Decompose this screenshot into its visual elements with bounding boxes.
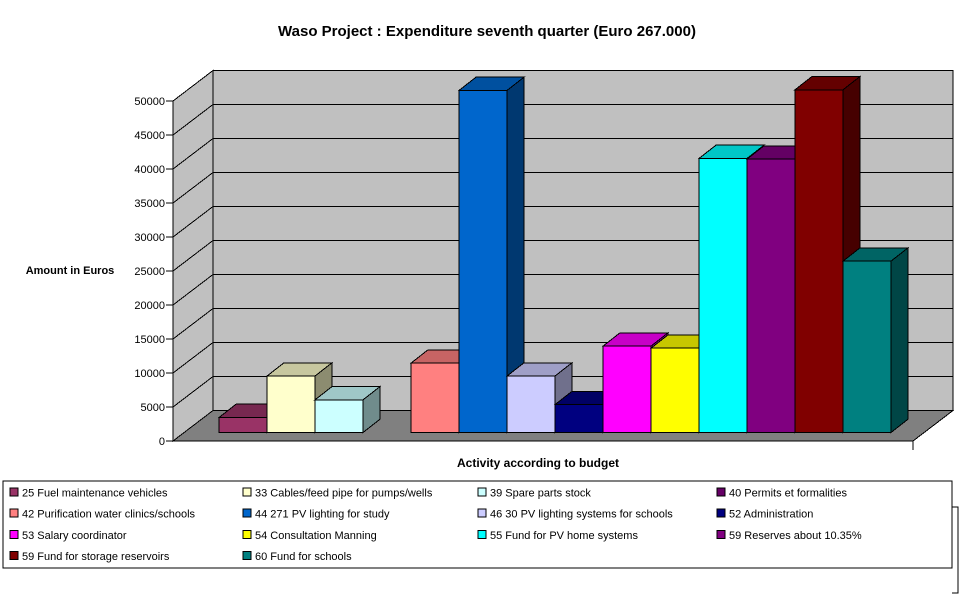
y-axis-title: Amount in Euros (26, 265, 115, 277)
legend-label: 52 Administration (729, 509, 813, 521)
legend-label: 54 Consultation Manning (255, 530, 377, 542)
legend-label: 25 Fuel maintenance vehicles (22, 488, 168, 500)
gridline-wall-diagonal (172, 206, 214, 238)
legend-label: 59 Reserves about 10.35% (729, 530, 862, 542)
bar-front-face (602, 345, 652, 433)
gridline-wall-diagonal (172, 70, 214, 102)
legend-swatch (716, 487, 726, 497)
legend-label: 44 271 PV lighting for study (255, 509, 390, 521)
legend-label: 39 Spare parts stock (490, 488, 591, 500)
bar-front-face (554, 404, 604, 433)
legend-item-39-spare-parts-stock: 39 Spare parts stock (477, 487, 591, 500)
legend-swatch (242, 487, 252, 497)
gridline-wall-diagonal (172, 376, 214, 408)
legend-label: 42 Purification water clinics/schools (22, 509, 196, 521)
bar-front-face (746, 158, 796, 433)
bar-front-face (314, 399, 364, 433)
y-tick-label: 15000 (134, 334, 165, 346)
y-tick-label: 35000 (134, 198, 165, 210)
legend-swatch (477, 508, 487, 518)
legend-label: 59 Fund for storage reservoirs (22, 551, 170, 563)
legend-swatch (716, 508, 726, 518)
y-tick-label: 50000 (134, 96, 165, 108)
legend-item-59-fund-for-storage-reservoirs: 59 Fund for storage reservoirs (9, 551, 170, 563)
legend-label: 33 Cables/feed pipe for pumps/wells (255, 488, 433, 500)
legend-item-52-administration: 52 Administration (716, 508, 813, 521)
y-tick-label: 45000 (134, 130, 165, 142)
bar-front-face (506, 375, 556, 433)
y-tick-label: 20000 (134, 300, 165, 312)
legend-swatch (9, 508, 19, 518)
legend: 25 Fuel maintenance vehicles 33 Cables/fe… (2, 480, 953, 569)
legend-swatch (9, 487, 19, 497)
bar-front-face (218, 417, 268, 433)
legend-swatch (9, 551, 19, 561)
legend-item-53-salary-coordinator: 53 Salary coordinator (9, 529, 127, 542)
object-handle-bracket (952, 506, 959, 594)
legend-item-25-fuel-maintenance-vehicles: 25 Fuel maintenance vehicles (9, 487, 168, 500)
bar-front-face (698, 157, 748, 433)
legend-item-46-30-pv-lighting-systems-for-schools: 46 30 PV lighting systems for schools (477, 508, 673, 521)
y-tick-label: 25000 (134, 266, 165, 278)
legend-item-42-purification-water-clinics-schools: 42 Purification water clinics/schools (9, 508, 196, 521)
legend-label: 40 Permits et formalities (729, 488, 847, 500)
bar-60-fund-for-schools (841, 246, 910, 434)
object-handle-line (952, 506, 959, 594)
gridline-wall-diagonal (172, 104, 214, 136)
gridline-wall-diagonal (172, 308, 214, 340)
plot-area: 0 5000 10000 15000 20000 25000 30000 35000 40000… (134, 69, 955, 450)
x-axis-title: Activity according to budget (457, 456, 619, 470)
bar-front-face (266, 375, 316, 433)
legend-item-55-fund-for-pv-home-systems: 55 Fund for PV home systems (477, 529, 638, 542)
legend-item-59-reserves-about-10-35: 59 Reserves about 10.35% (716, 529, 862, 542)
legend-item-44-271-pv-lighting-for-study: 44 271 PV lighting for study (242, 508, 390, 521)
legend-label: 46 30 PV lighting systems for schools (490, 509, 673, 521)
legend-label: 60 Fund for schools (255, 551, 352, 563)
y-tick-label: 10000 (134, 368, 165, 380)
legend-swatch (242, 551, 252, 561)
legend-label: 53 Salary coordinator (22, 530, 127, 542)
y-tick-label: 30000 (134, 232, 165, 244)
gridline-wall-diagonal (172, 342, 214, 374)
legend-swatch (716, 529, 726, 539)
legend-item-54-consultation-manning: 54 Consultation Manning (242, 529, 377, 542)
gridline-wall-diagonal (172, 138, 214, 170)
bar-44-271-pv-lighting-for-study (457, 76, 526, 434)
gridline-wall-diagonal (172, 240, 214, 272)
legend-item-60-fund-for-schools: 60 Fund for schools (242, 551, 352, 563)
bar-front-face (842, 260, 892, 433)
legend-swatch (477, 529, 487, 539)
legend-item-33-cables-feed-pipe-for-pumps-wells: 33 Cables/feed pipe for pumps/wells (242, 487, 433, 500)
y-tick-label: 5000 (141, 402, 165, 414)
chart-title: Waso Project : Expenditure seventh quart… (278, 23, 696, 40)
gridline-wall-diagonal (172, 274, 214, 306)
bar-front-face (794, 89, 844, 433)
bar-front-face (410, 362, 460, 433)
legend-item-40-permits-et-formalities: 40 Permits et formalities (716, 487, 847, 500)
legend-label: 55 Fund for PV home systems (490, 530, 638, 542)
bar-side-face (890, 246, 909, 434)
legend-swatch (477, 487, 487, 497)
gridline-wall-diagonal (172, 172, 214, 204)
bar-front-face (458, 89, 508, 433)
legend-swatch (242, 529, 252, 539)
bar-front-face (650, 347, 700, 433)
y-tick-label: 0 (159, 436, 165, 448)
y-tick-label: 40000 (134, 164, 165, 176)
legend-swatch (9, 529, 19, 539)
bar-39-spare-parts-stock (313, 385, 382, 434)
legend-swatch (242, 508, 252, 518)
